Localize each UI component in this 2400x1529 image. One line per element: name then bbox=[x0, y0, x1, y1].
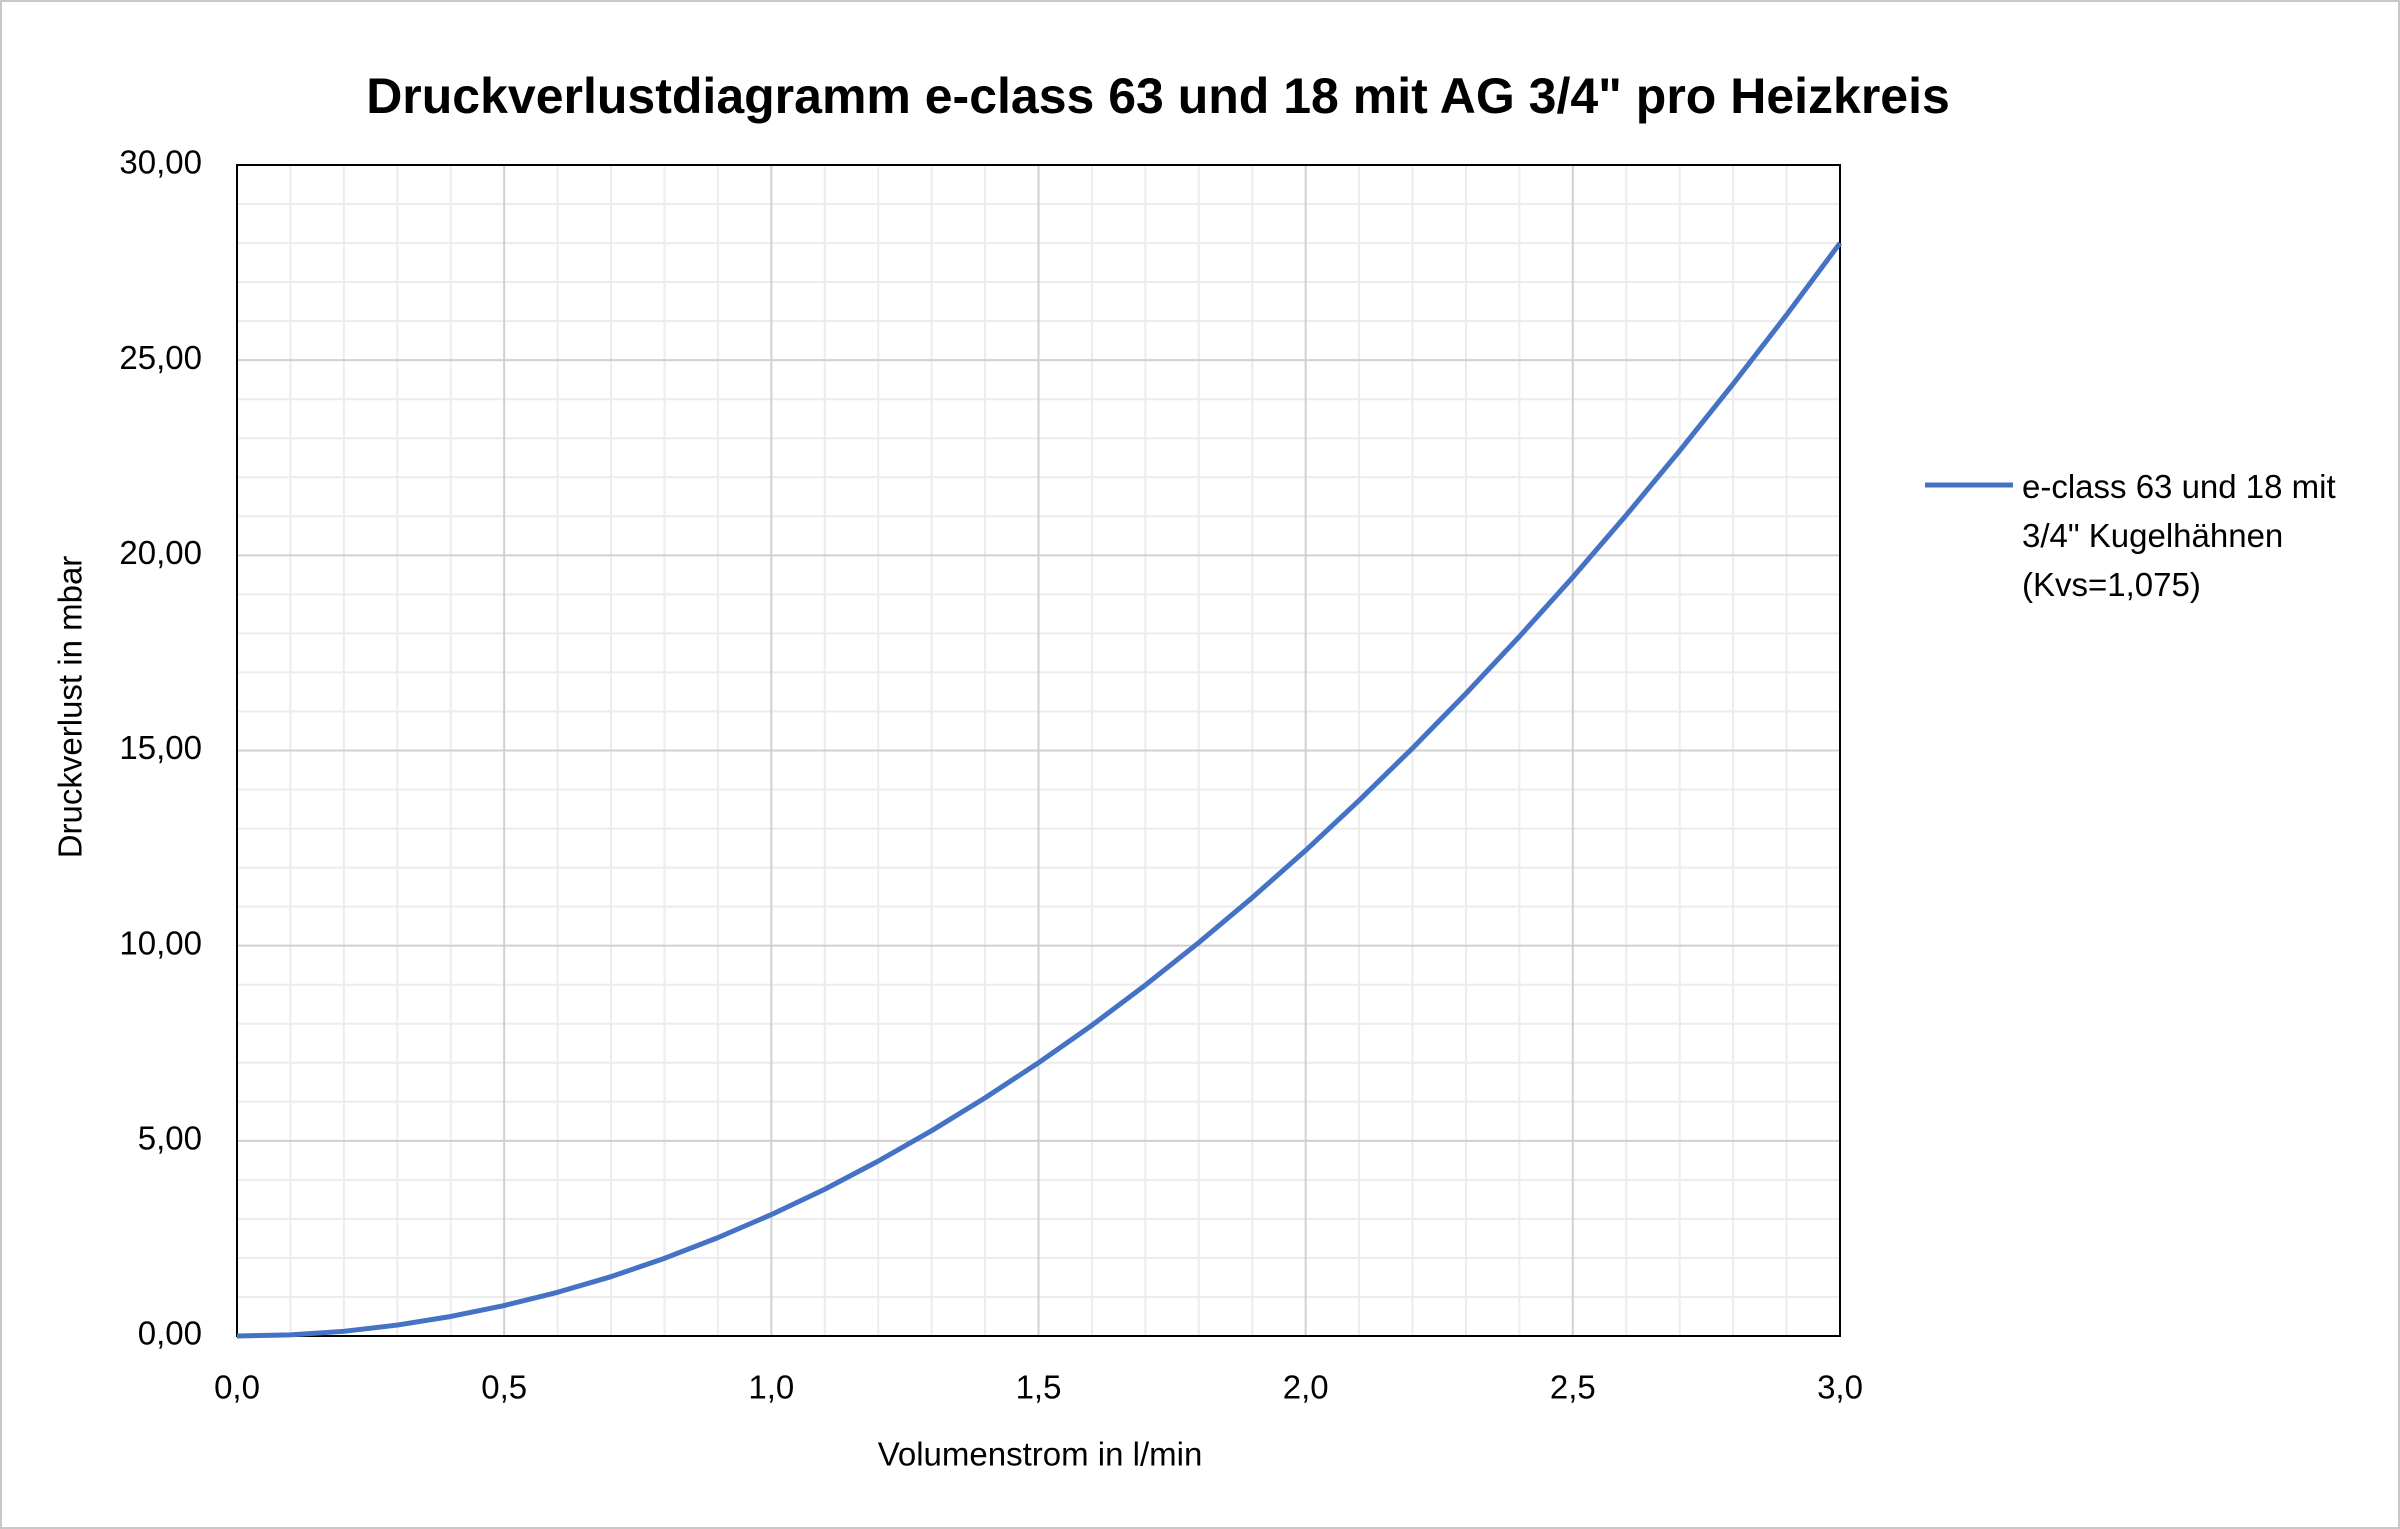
y-tick-label: 0,00 bbox=[138, 1315, 202, 1352]
plot-border bbox=[236, 164, 1841, 1337]
y-tick-label: 15,00 bbox=[119, 729, 202, 766]
x-tick-label: 0,5 bbox=[481, 1369, 527, 1406]
x-tick-label: 2,0 bbox=[1283, 1369, 1329, 1406]
x-tick-label: 3,0 bbox=[1817, 1369, 1863, 1406]
x-tick-label: 1,0 bbox=[748, 1369, 794, 1406]
y-tick-label: 5,00 bbox=[138, 1120, 202, 1157]
data-line bbox=[236, 241, 1843, 1339]
x-tick-label: 2,5 bbox=[1550, 1369, 1596, 1406]
legend-label: e-class 63 und 18 mit 3/4" Kugelhähnen (… bbox=[2022, 468, 2336, 603]
y-axis-label: Druckverlust in mbar bbox=[52, 556, 89, 859]
y-tick-label: 10,00 bbox=[119, 924, 202, 961]
y-tick-label: 25,00 bbox=[119, 339, 202, 376]
x-tick-label: 1,5 bbox=[1016, 1369, 1062, 1406]
y-tick-label: 20,00 bbox=[119, 534, 202, 571]
x-axis-label: Volumenstrom in l/min bbox=[878, 1436, 1203, 1473]
chart-title: Druckverlustdiagramm e-class 63 und 18 m… bbox=[366, 68, 1950, 124]
x-tick-label: 0,0 bbox=[214, 1369, 260, 1406]
y-tick-label: 30,00 bbox=[119, 144, 202, 181]
